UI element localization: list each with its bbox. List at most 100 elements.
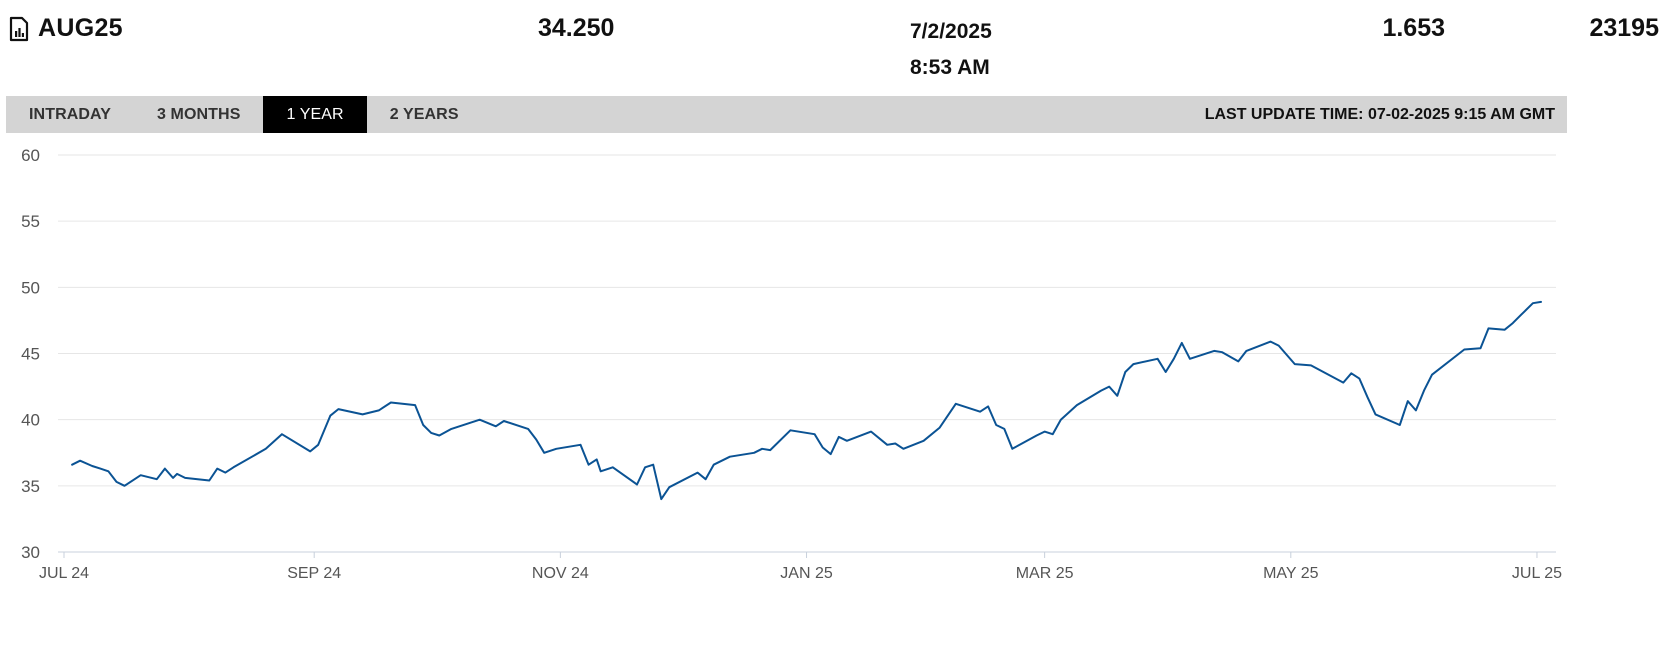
data-point: [837, 435, 841, 439]
data-point: [421, 423, 425, 427]
tab-2-years[interactable]: 2 YEARS: [389, 105, 459, 123]
data-point: [1220, 350, 1224, 354]
x-tick-label: MAY 25: [1263, 565, 1319, 582]
data-point: [98, 466, 102, 470]
data-point: [163, 466, 167, 470]
chart-document-icon[interactable]: [8, 16, 30, 42]
data-point: [554, 447, 558, 451]
price-line-chart: 30 35 40 45 50 55 60 JUL 24 SEP 24 NOV 24 JAN 25 M…: [21, 146, 1562, 582]
y-tick-label: 40: [21, 411, 40, 430]
data-point: [1531, 301, 1535, 305]
data-point: [1309, 363, 1313, 367]
data-point: [175, 472, 179, 476]
data-point: [1462, 347, 1466, 351]
data-point: [1478, 346, 1482, 350]
data-point: [413, 403, 417, 407]
data-point: [1341, 380, 1345, 384]
data-point: [494, 424, 498, 428]
data-point: [1236, 359, 1240, 363]
data-point: [122, 484, 126, 488]
data-point: [114, 480, 118, 484]
quote-header: AUG25 34.250 7/2/2025 8:53 AM 1.653 2319…: [0, 0, 1667, 96]
data-point: [994, 423, 998, 427]
tab-3-months[interactable]: 3 MONTHS: [157, 105, 241, 123]
data-point: [695, 470, 699, 474]
series-layer: [70, 300, 1543, 501]
tab-1-year[interactable]: 1 YEAR: [263, 96, 367, 133]
data-point: [336, 407, 340, 411]
x-axis: JUL 24 SEP 24 NOV 24 JAN 25 MAR 25 MAY 25 JUL …: [39, 552, 1562, 582]
data-point: [586, 463, 590, 467]
data-point: [1373, 412, 1377, 416]
data-point: [611, 465, 615, 469]
data-point: [885, 443, 889, 447]
data-point: [829, 452, 833, 456]
data-point: [938, 425, 942, 429]
quote-date: 7/2/2025: [910, 20, 992, 43]
data-point: [1268, 339, 1272, 343]
data-point: [1357, 376, 1361, 380]
data-point: [728, 455, 732, 459]
data-point: [845, 439, 849, 443]
data-point: [1131, 362, 1135, 366]
data-point: [659, 497, 663, 501]
range-tab-bar: INTRADAY 3 MONTHS 1 YEAR 2 YEARS LAST UP…: [6, 96, 1567, 133]
x-tick-label: JUL 24: [39, 565, 89, 582]
price-change: 1.653: [1382, 14, 1445, 42]
data-point: [1099, 388, 1103, 392]
data-point: [760, 447, 764, 451]
data-point: [599, 469, 603, 473]
last-price: 34.250: [538, 14, 615, 42]
data-point: [502, 419, 506, 423]
data-point: [389, 400, 393, 404]
data-point: [1042, 429, 1046, 433]
x-tick-label: JAN 25: [780, 565, 833, 582]
data-point: [869, 429, 873, 433]
data-point: [1034, 433, 1038, 437]
data-point: [1430, 373, 1434, 377]
data-point: [215, 466, 219, 470]
data-point: [1002, 427, 1006, 431]
y-tick-label: 55: [21, 212, 40, 231]
contract-symbol: AUG25: [38, 14, 123, 42]
data-point: [1422, 388, 1426, 392]
data-point: [155, 477, 159, 481]
data-point: [1172, 357, 1176, 361]
quote-datetime: 7/2/2025 8:53 AM: [910, 14, 992, 86]
data-point: [752, 451, 756, 455]
data-point: [921, 439, 925, 443]
data-point: [643, 465, 647, 469]
data-point: [1414, 408, 1418, 412]
data-point: [231, 465, 235, 469]
data-point: [207, 478, 211, 482]
y-tick-label: 30: [21, 543, 40, 562]
data-point: [1539, 300, 1543, 304]
data-point: [360, 412, 364, 416]
data-point: [595, 457, 599, 461]
last-update-time: LAST UPDATE TIME: 07-02-2025 9:15 AM GMT: [1204, 105, 1555, 123]
data-point: [223, 470, 227, 474]
data-point: [1293, 362, 1297, 366]
data-point: [1059, 418, 1063, 422]
data-point: [1010, 447, 1014, 451]
data-point: [377, 408, 381, 412]
data-point: [1503, 328, 1507, 332]
data-point: [1519, 313, 1523, 317]
data-point: [316, 443, 320, 447]
data-point: [70, 463, 74, 467]
data-point: [1244, 349, 1248, 353]
tab-intraday[interactable]: INTRADAY: [29, 105, 111, 123]
data-point: [1075, 403, 1079, 407]
data-point: [106, 469, 110, 473]
data-point: [712, 463, 716, 467]
data-point: [1212, 349, 1216, 353]
y-tick-label: 60: [21, 146, 40, 165]
data-point: [90, 464, 94, 468]
x-tick-label: JUL 25: [1512, 565, 1562, 582]
data-point: [1107, 384, 1111, 388]
y-tick-label: 35: [21, 477, 40, 496]
data-point: [526, 427, 530, 431]
data-point: [1365, 395, 1369, 399]
data-point: [954, 402, 958, 406]
symbol-group: AUG25: [8, 14, 123, 43]
